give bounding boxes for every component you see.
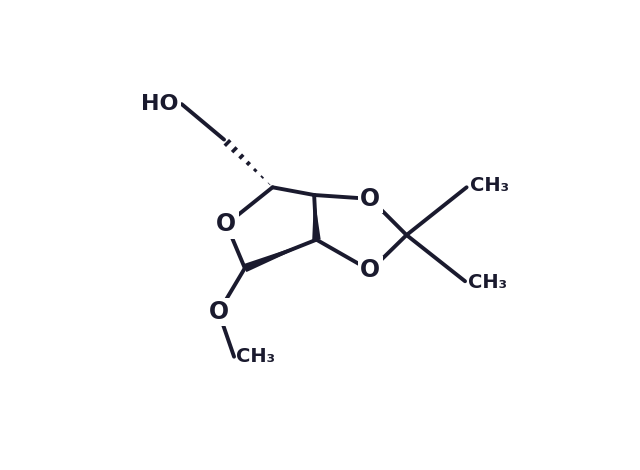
Polygon shape <box>312 195 321 240</box>
Text: O: O <box>216 212 236 236</box>
Text: O: O <box>360 187 380 211</box>
Text: CH₃: CH₃ <box>468 273 507 292</box>
Text: O: O <box>360 258 380 282</box>
Polygon shape <box>243 240 316 272</box>
Text: O: O <box>209 300 228 324</box>
Text: CH₃: CH₃ <box>470 176 509 195</box>
Text: HO: HO <box>141 94 179 114</box>
Text: CH₃: CH₃ <box>236 347 275 366</box>
